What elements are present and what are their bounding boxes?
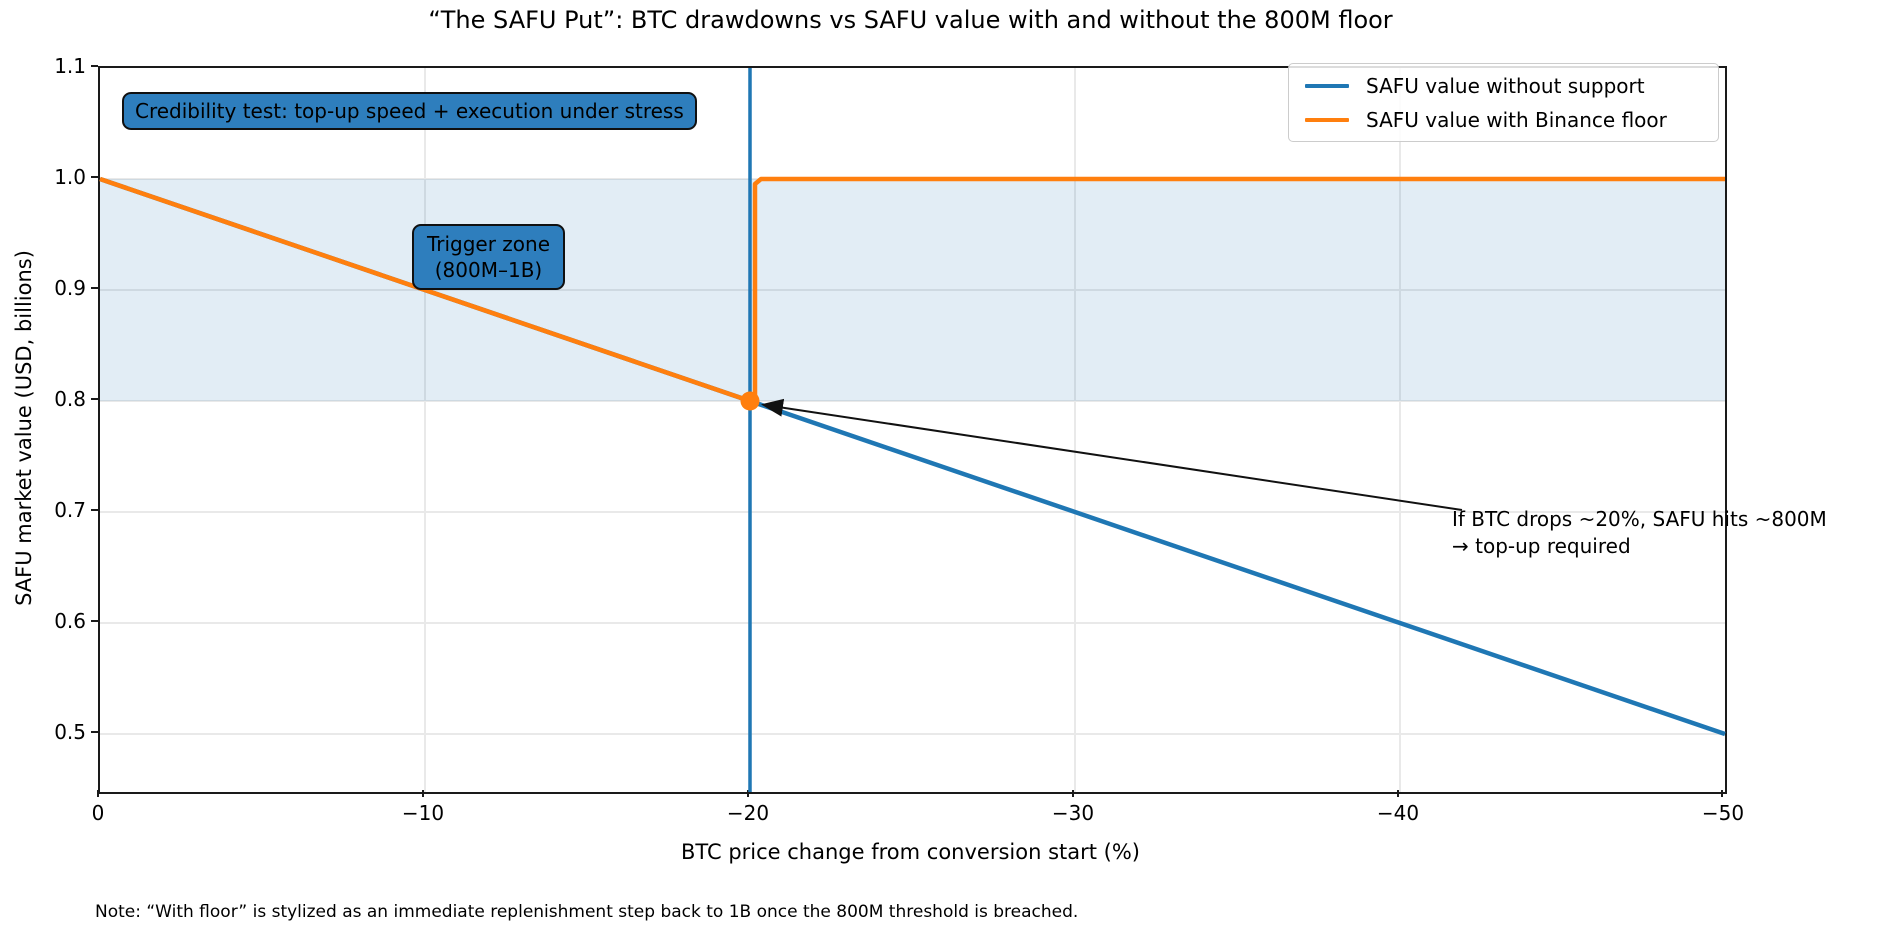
legend-swatch-orange (1305, 117, 1349, 122)
arrow-annotation-line1: If BTC drops ~20%, SAFU hits ~800M (1452, 507, 1827, 531)
legend-swatch-blue (1305, 83, 1349, 88)
x-tick-label: −20 (726, 801, 770, 825)
y-tick-mark (91, 509, 98, 511)
x-tick-label: −50 (1701, 801, 1745, 825)
y-tick-label: 0.5 (54, 720, 86, 744)
plot-area (98, 66, 1727, 794)
series-overlay (99, 68, 1726, 792)
y-tick-mark (91, 287, 98, 289)
y-tick-mark (91, 176, 98, 178)
legend-item-without-support: SAFU value without support (1289, 74, 1718, 98)
x-tick-label: −40 (1376, 801, 1420, 825)
trigger-zone-line1: Trigger zone (426, 232, 551, 256)
legend-label: SAFU value with Binance floor (1366, 107, 1667, 132)
legend-label: SAFU value without support (1366, 73, 1645, 98)
legend: SAFU value without support SAFU value wi… (1288, 63, 1719, 142)
gridline-h (100, 400, 1725, 402)
gridline-v (1399, 68, 1401, 792)
y-tick-label: 1.0 (54, 165, 86, 189)
y-axis-label: SAFU market value (USD, billions) (12, 250, 36, 606)
x-tick-label: −30 (1051, 801, 1095, 825)
arrow-annotation-text: If BTC drops ~20%, SAFU hits ~800M → top… (1452, 506, 1827, 560)
annotation-arrow (761, 398, 1463, 511)
y-tick-label: 0.6 (54, 609, 86, 633)
legend-item-with-floor: SAFU value with Binance floor (1289, 108, 1718, 132)
trigger-zone-line2: (800M–1B) (434, 258, 543, 282)
trigger-zone-band (100, 179, 1725, 401)
x-axis-label: BTC price change from conversion start (… (680, 840, 1140, 864)
arrow-annotation-line2: → top-up required (1452, 534, 1631, 558)
gridline-v (424, 68, 426, 792)
y-tick-mark (91, 620, 98, 622)
gridline-h (100, 289, 1725, 291)
y-tick-label: 0.9 (54, 276, 86, 300)
x-tick-label: 0 (91, 801, 105, 825)
gridline-h (100, 511, 1725, 513)
y-tick-mark (91, 65, 98, 67)
gridline-h (100, 733, 1725, 735)
trigger-point-marker (740, 391, 760, 411)
line-safu-with-floor (99, 176, 1725, 404)
y-tick-mark (91, 398, 98, 400)
y-tick-label: 1.1 (54, 54, 86, 78)
y-tick-label: 0.8 (54, 387, 86, 411)
x-tick-label: −10 (401, 801, 445, 825)
gridline-h (100, 622, 1725, 624)
y-tick-label: 0.7 (54, 498, 86, 522)
credibility-annotation-box: Credibility test: top-up speed + executi… (122, 92, 697, 130)
y-tick-mark (91, 731, 98, 733)
gridline-v (1074, 68, 1076, 792)
chart-title: “The SAFU Put”: BTC drawdowns vs SAFU va… (428, 6, 1393, 34)
trigger-zone-annotation-box: Trigger zone (800M–1B) (412, 224, 565, 290)
footnote: Note: “With floor” is stylized as an imm… (95, 902, 1079, 922)
